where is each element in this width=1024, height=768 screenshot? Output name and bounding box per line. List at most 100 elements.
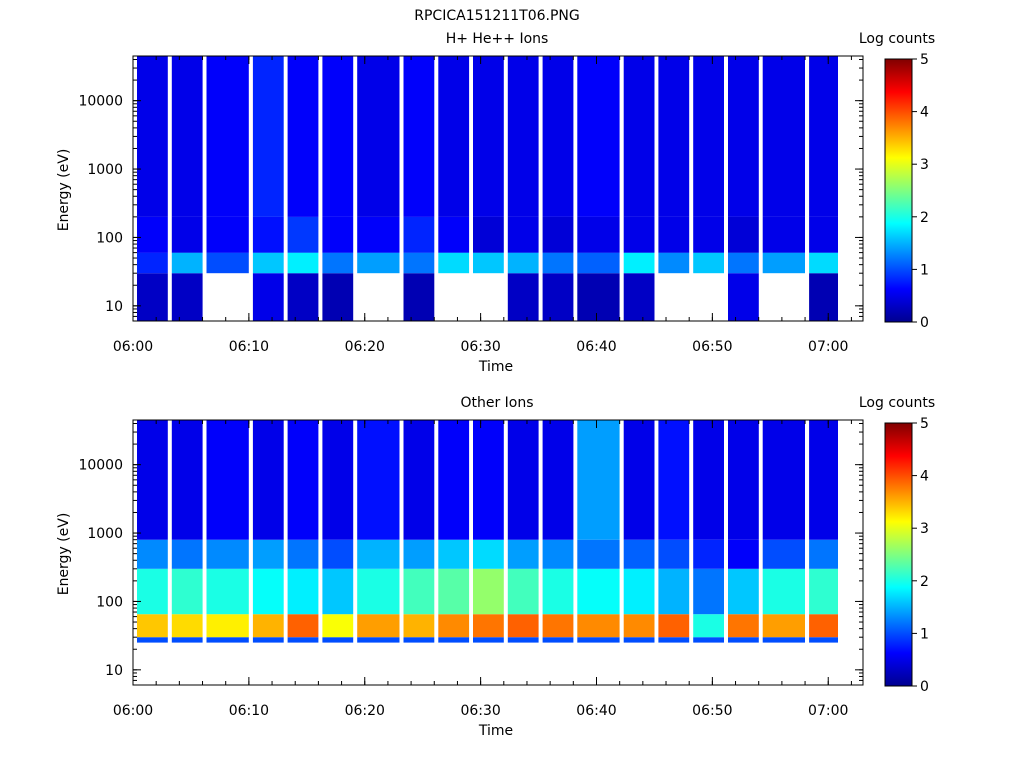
heatmap-cell (357, 420, 400, 540)
heatmap-cell (728, 216, 759, 253)
heatmap-cell (357, 637, 400, 643)
heatmap-cell (623, 252, 655, 274)
x-tick-label: 06:30 (460, 339, 500, 355)
heatmap-cell (403, 56, 435, 217)
heatmap-cell (762, 56, 805, 217)
heatmap-cell (658, 539, 690, 569)
y-tick-label: 1000 (87, 162, 123, 178)
heatmap-cell (403, 568, 435, 615)
heatmap-cell (171, 252, 203, 274)
heatmap-cell (357, 568, 400, 615)
heatmap-cell (809, 420, 838, 540)
heatmap-cell (403, 420, 435, 540)
heatmap-cell (403, 252, 435, 274)
heatmap-cell (287, 216, 319, 253)
heatmap-cell (403, 614, 435, 638)
colorbar-tick-label: 3 (920, 157, 929, 173)
heatmap-cell (693, 568, 724, 615)
panel-title: H+ He++ Ions (446, 31, 549, 47)
heatmap-cell (137, 539, 168, 569)
x-tick-label: 06:20 (345, 703, 385, 719)
heatmap-cell (809, 568, 838, 615)
heatmap-cell (438, 568, 470, 615)
heatmap-cell (693, 614, 724, 638)
heatmap-cell (206, 568, 249, 615)
heatmap-cell (658, 252, 690, 274)
heatmap-cell (171, 56, 203, 217)
y-axis: 10 100 1000 10000 (78, 422, 863, 686)
heatmap-cell (137, 216, 168, 253)
panel-h-he-ions: H+ He++ Ions Log counts 06:00 06:10 06:20 0… (56, 31, 935, 375)
heatmap-cell (507, 216, 539, 253)
heatmap-cell (137, 614, 168, 638)
heatmap-cell (728, 273, 759, 321)
x-tick-label: 07:00 (808, 339, 848, 355)
heatmap-cell (577, 216, 620, 253)
heatmap-cell (252, 568, 284, 615)
heatmap-cell (623, 539, 655, 569)
heatmap-cell (577, 252, 620, 274)
y-tick-label: 10 (105, 663, 123, 679)
heatmap-cell (322, 614, 354, 638)
heatmap-cell (693, 539, 724, 569)
heatmap-cell (357, 252, 400, 274)
heatmap-cell (762, 420, 805, 540)
heatmap-cell (693, 216, 724, 253)
heatmap-cell (287, 420, 319, 540)
x-axis: 06:00 06:10 06:20 06:30 06:40 06:50 07:00 (113, 56, 852, 355)
heatmap-cell (693, 637, 724, 643)
heatmap-cell (623, 637, 655, 643)
heatmap-cell (658, 568, 690, 615)
heatmap-cell (403, 539, 435, 569)
heatmap-cell (762, 568, 805, 615)
heatmap-cell (322, 539, 354, 569)
heatmap-cell (252, 420, 284, 540)
colorbar-label: Log counts (859, 31, 935, 47)
heatmap-cell (623, 568, 655, 615)
heatmap-cell (577, 637, 620, 643)
heatmap-cell (809, 539, 838, 569)
heatmap-cell (287, 252, 319, 274)
heatmap-cell (542, 568, 574, 615)
heatmap-cell (473, 568, 504, 615)
y-tick-label: 10000 (78, 94, 123, 110)
heatmap-cell (322, 420, 354, 540)
heatmap-cell (658, 420, 690, 540)
heatmap-cell (171, 539, 203, 569)
heatmap-cell (171, 216, 203, 253)
heatmap-cell (252, 539, 284, 569)
heatmap-cell (137, 637, 168, 643)
y-tick-label: 1000 (87, 526, 123, 542)
heatmap-cell (206, 614, 249, 638)
heatmap-cell (542, 216, 574, 253)
heatmap-cell (542, 273, 574, 321)
heatmap-cell (728, 252, 759, 274)
heatmap-cell (693, 56, 724, 217)
colorbar-tick-label: 5 (920, 52, 929, 68)
heatmap-cell (623, 216, 655, 253)
heatmap-cell (287, 539, 319, 569)
heatmap-cell (252, 252, 284, 274)
colorbar-tick-label: 2 (920, 574, 929, 590)
heatmap-cell (473, 614, 504, 638)
heatmap-cell (252, 273, 284, 321)
y-axis-label: Energy (eV) (56, 149, 72, 232)
heatmap-cell (287, 614, 319, 638)
x-tick-label: 06:20 (345, 339, 385, 355)
heatmap-cell (171, 568, 203, 615)
heatmap-cell (762, 252, 805, 274)
heatmap-cell (728, 614, 759, 638)
heatmap-cell (438, 252, 470, 274)
heatmap-cell (322, 273, 354, 321)
colorbar-ticks: 0 1 2 3 4 5 (912, 416, 929, 695)
x-tick-label: 06:10 (229, 339, 269, 355)
x-axis-label: Time (478, 359, 513, 375)
heatmap-cell (206, 252, 249, 274)
heatmap-cell (171, 420, 203, 540)
heatmap-cell (762, 637, 805, 643)
x-tick-label: 07:00 (808, 703, 848, 719)
colorbar-tick-label: 5 (920, 416, 929, 432)
heatmap-cell (507, 637, 539, 643)
heatmap-cell (403, 216, 435, 253)
y-axis-label: Energy (eV) (56, 513, 72, 596)
